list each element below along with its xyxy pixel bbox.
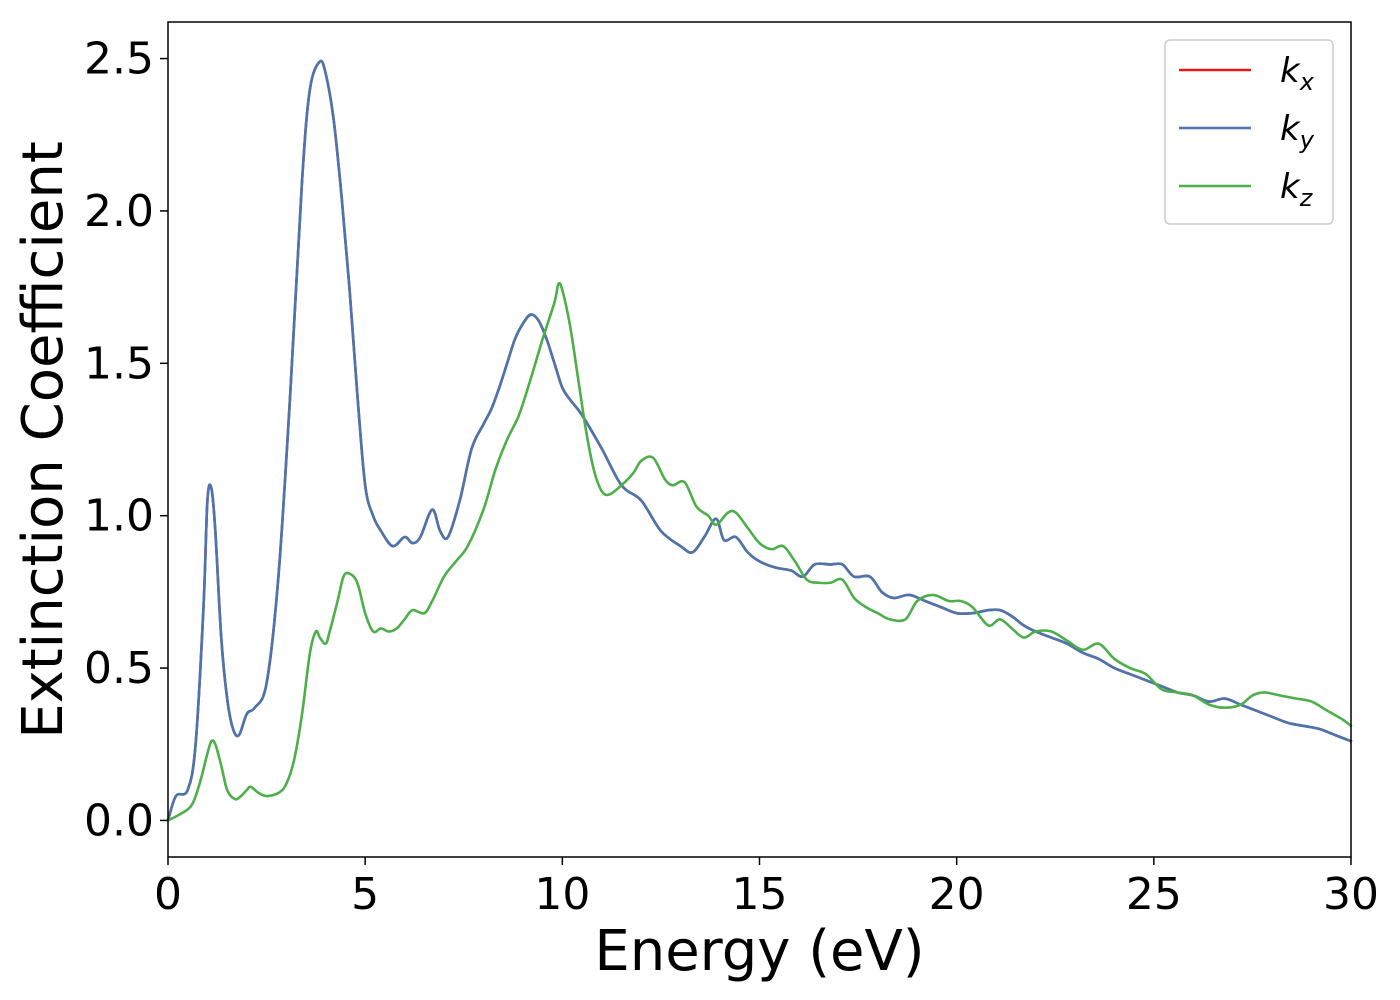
legend-label: kx [1280,51,1315,96]
legend-label-base: k [1280,51,1301,91]
x-axis-label: Energy (eV) [594,919,924,984]
y-tick-label: 0.5 [84,643,154,694]
y-tick-label: 1.0 [84,491,154,542]
legend-label: ky [1280,109,1315,154]
legend-label: kz [1280,167,1314,212]
legend-label-subscript: x [1299,68,1315,96]
x-tick-label: 20 [929,869,985,920]
y-tick-label: 2.0 [84,186,154,237]
legend-label-subscript: y [1299,126,1315,154]
y-axis-ticks: 0.0 0.5 1.0 1.5 2.0 2.5 [84,34,168,846]
x-tick-label: 10 [534,869,590,920]
legend-label-base: k [1280,109,1301,149]
y-tick-label: 0.0 [84,795,154,846]
y-tick-label: 1.5 [84,338,154,389]
series-line-k-z [166,281,1353,822]
y-axis-label: Extinction Coefficient [11,141,76,739]
x-tick-label: 25 [1126,869,1182,920]
legend-label-base: k [1280,167,1301,207]
y-tick-label: 2.5 [84,34,154,85]
series-line-k-y [166,59,1353,822]
x-tick-label: 15 [732,869,788,920]
legend-box [1164,39,1334,225]
series-layer [166,59,1353,822]
x-tick-label: 5 [351,869,379,920]
x-tick-label: 30 [1323,869,1379,920]
x-tick-label: 0 [154,869,182,920]
x-axis-ticks: 0 5 10 15 20 25 30 [154,857,1379,920]
legend-label-subscript: z [1299,184,1314,212]
